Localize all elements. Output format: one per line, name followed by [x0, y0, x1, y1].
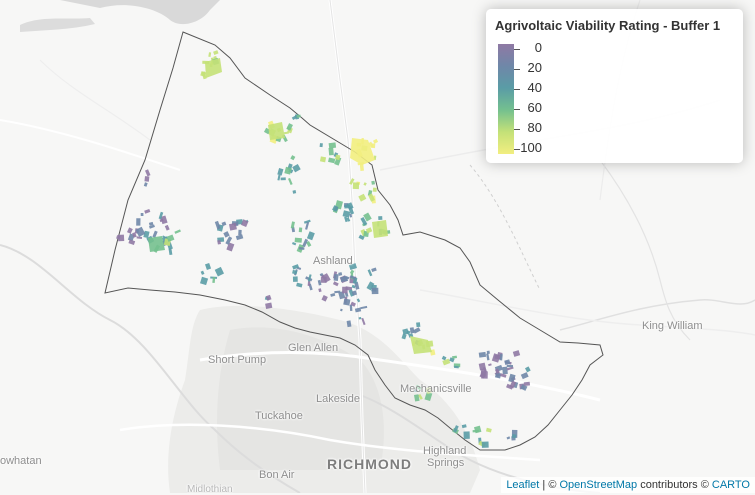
parcel[interactable]: [299, 247, 304, 250]
parcel[interactable]: [350, 305, 353, 311]
parcel[interactable]: [229, 223, 237, 231]
parcel[interactable]: [372, 220, 388, 238]
parcel[interactable]: [320, 156, 326, 162]
parcel[interactable]: [371, 143, 375, 148]
parcel[interactable]: [479, 352, 486, 358]
parcel[interactable]: [524, 382, 530, 386]
parcel[interactable]: [297, 115, 301, 118]
parcel[interactable]: [329, 142, 336, 148]
place-label-king-william: King William: [642, 320, 703, 332]
place-label-highland: Highland: [423, 445, 466, 457]
parcel[interactable]: [148, 236, 165, 252]
parcel[interactable]: [343, 299, 350, 306]
parcel[interactable]: [281, 177, 286, 180]
parcel[interactable]: [320, 143, 323, 147]
place-label-lakeside: Lakeside: [316, 393, 360, 405]
parcel[interactable]: [378, 216, 382, 220]
openstreetmap-link[interactable]: OpenStreetMap: [559, 479, 637, 491]
parcel[interactable]: [359, 317, 362, 319]
legend-label-60: 60: [508, 100, 542, 115]
parcel[interactable]: [344, 205, 350, 209]
parcel[interactable]: [373, 188, 377, 192]
parcel[interactable]: [482, 441, 489, 447]
parcel[interactable]: [329, 148, 334, 156]
place-label-powhatan: owhatan: [0, 455, 42, 467]
legend-label-80: 80: [508, 120, 542, 135]
legend-title: Agrivoltaic Viability Rating - Buffer 1: [495, 18, 720, 33]
place-label-mechanicsville: Mechanicsville: [400, 383, 472, 395]
legend-label-40: 40: [508, 80, 542, 95]
parcel[interactable]: [293, 190, 297, 194]
place-label-bon-air: Bon Air: [259, 469, 294, 481]
map-attribution: Leaflet | © OpenStreetMap contributors ©…: [501, 477, 755, 493]
leaflet-link[interactable]: Leaflet: [506, 479, 539, 491]
legend-label-100: 100: [508, 140, 542, 155]
legend-label-0: 0: [508, 40, 542, 55]
parcel[interactable]: [136, 218, 140, 225]
parcel[interactable]: [141, 213, 144, 216]
parcel[interactable]: [295, 238, 302, 243]
parcel[interactable]: [371, 181, 375, 185]
parcel[interactable]: [293, 276, 298, 281]
place-label-midlothian: Midlothian: [187, 484, 233, 495]
place-label-glen-allen: Glen Allen: [288, 342, 338, 354]
legend: Agrivoltaic Viability Rating - Buffer 1 …: [486, 9, 743, 163]
place-label-short-pump: Short Pump: [208, 354, 266, 366]
parcel[interactable]: [268, 122, 285, 140]
parcel[interactable]: [487, 351, 490, 354]
parcel[interactable]: [464, 431, 470, 439]
parcel[interactable]: [299, 227, 303, 232]
parcel[interactable]: [502, 367, 508, 375]
place-label-springs: Springs: [427, 457, 464, 469]
place-label-ashland: Ashland: [313, 255, 353, 267]
place-label-tuckahoe: Tuckahoe: [255, 410, 303, 422]
attribution-separator: | ©: [539, 479, 559, 491]
parcel[interactable]: [238, 230, 241, 235]
parcel[interactable]: [334, 274, 339, 281]
attribution-contributors: contributors ©: [637, 479, 712, 491]
parcel[interactable]: [416, 322, 420, 327]
place-label-richmond: RICHMOND: [327, 456, 412, 472]
parcel[interactable]: [353, 182, 359, 189]
parcel[interactable]: [144, 176, 149, 182]
legend-label-20: 20: [508, 60, 542, 75]
carto-link[interactable]: CARTO: [712, 479, 750, 491]
parcel[interactable]: [372, 288, 379, 294]
parcel[interactable]: [507, 365, 513, 367]
